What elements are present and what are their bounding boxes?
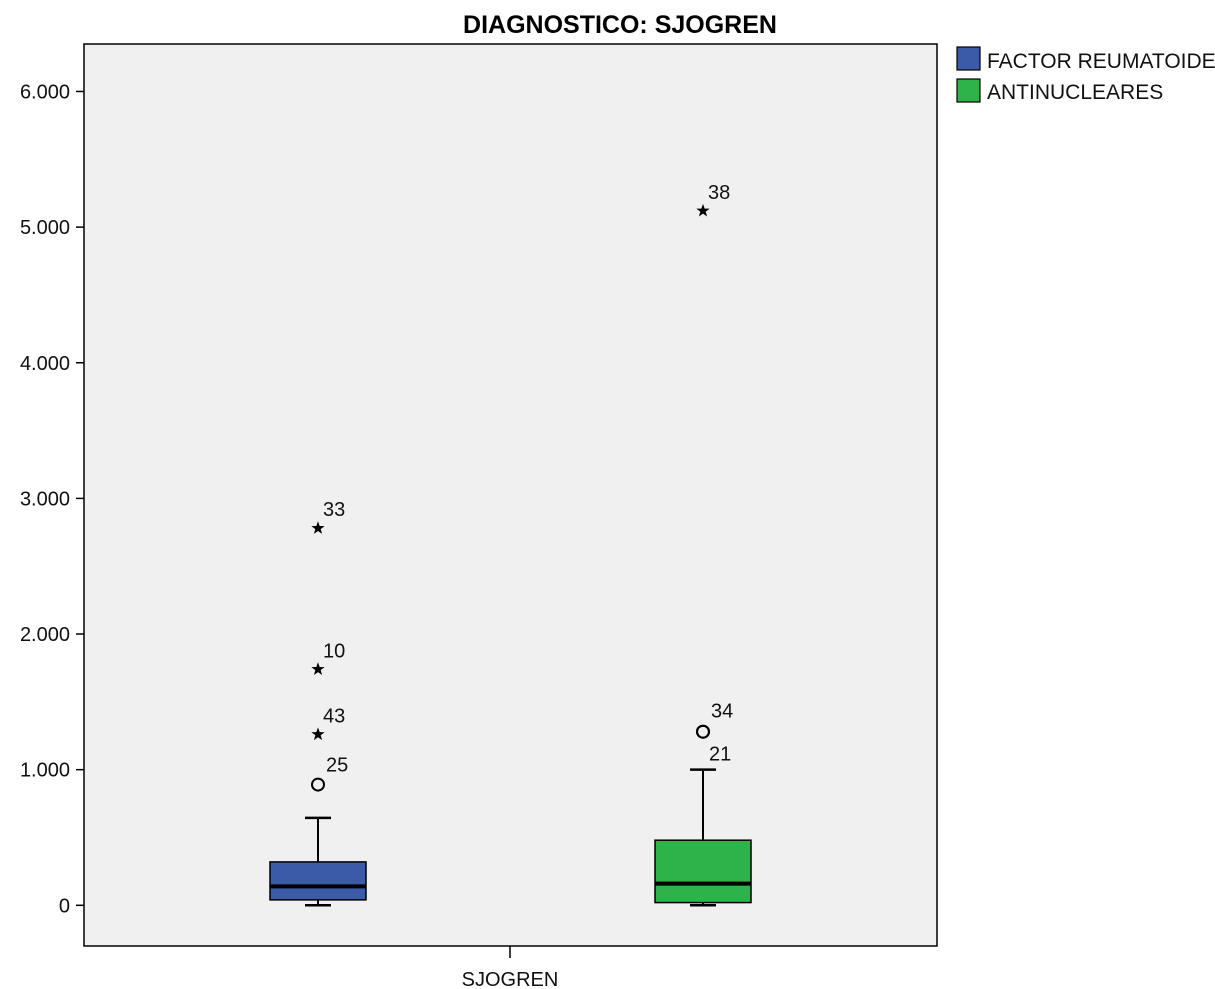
legend-label-factor-reumatoide: FACTOR REUMATOIDE <box>987 50 1215 73</box>
outlier-star <box>311 727 325 741</box>
boxplots: 25 43 10 33 21 34 38 <box>269 182 752 907</box>
outlier-label: 34 <box>711 701 733 723</box>
outlier-label: 33 <box>323 499 345 521</box>
legend-swatch-factor-reumatoide <box>956 46 981 71</box>
boxplot-factor-reumatoide: 25 43 10 33 <box>269 499 367 907</box>
chart-title: DIAGNOSTICO: SJOGREN <box>463 11 777 39</box>
y-tick-label: 6.000 <box>20 81 70 103</box>
y-tick-label: 4.000 <box>20 353 70 375</box>
outlier-star <box>311 662 325 675</box>
boxplot-antinucleares: 21 34 38 <box>654 182 752 907</box>
outlier-label: 43 <box>323 705 345 727</box>
legend: FACTOR REUMATOIDE ANTINUCLEARES <box>956 46 1215 104</box>
x-axis: SJOGREN <box>462 946 559 989</box>
plot-area <box>83 43 938 947</box>
legend-label-antinucleares: ANTINUCLEARES <box>987 81 1163 104</box>
y-tick-label: 2.000 <box>20 624 70 646</box>
outlier-circle <box>696 724 710 739</box>
y-tick-label: 1.000 <box>20 760 70 782</box>
outlier-label: 25 <box>326 755 348 777</box>
x-category-label: SJOGREN <box>462 969 559 989</box>
outlier-star <box>696 203 710 217</box>
y-tick-label: 0 <box>59 895 70 917</box>
y-axis: 0 1.000 2.000 3.000 4.000 5.000 6.000 <box>20 81 84 917</box>
legend-swatch-antinucleares <box>956 78 981 103</box>
outlier-label: 38 <box>708 182 730 204</box>
y-tick-label: 3.000 <box>20 488 70 510</box>
outlier-label: 21 <box>709 744 731 766</box>
box-iqr <box>269 861 367 901</box>
y-tick-label: 5.000 <box>20 217 70 239</box>
box-iqr <box>654 839 752 904</box>
outlier-circle <box>311 777 325 792</box>
outlier-star <box>311 521 325 534</box>
outlier-label: 10 <box>323 640 345 662</box>
